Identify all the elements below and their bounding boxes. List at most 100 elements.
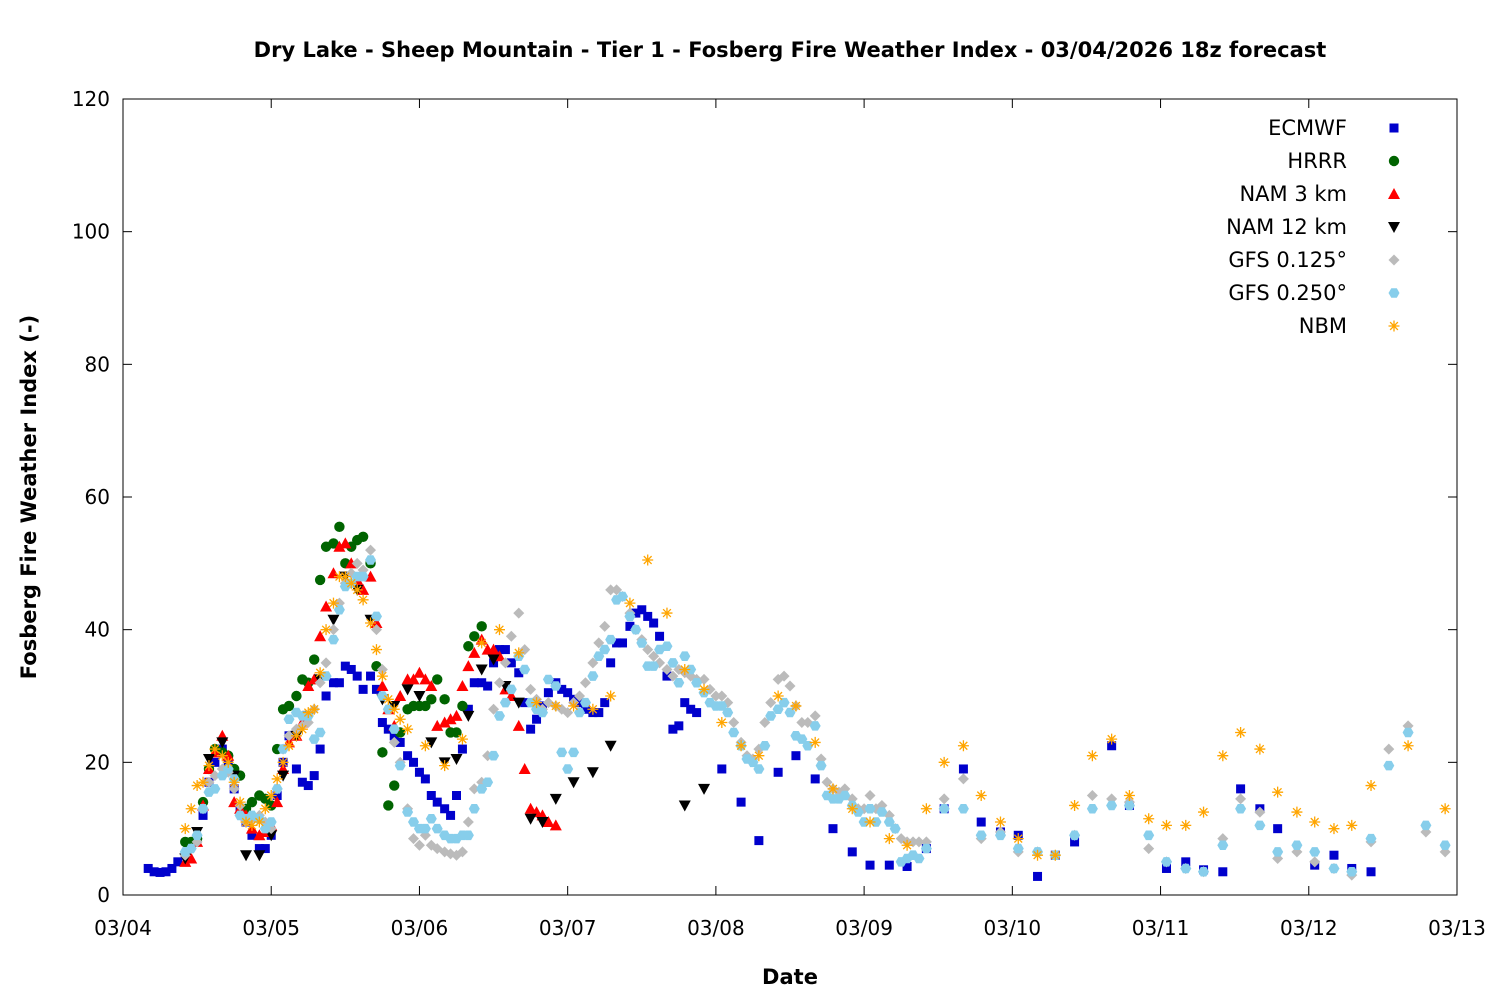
data-point: [662, 671, 672, 681]
y-tick-label: 120: [72, 87, 110, 111]
data-point: [847, 847, 857, 857]
data-point: [1161, 857, 1172, 867]
data-point: [487, 654, 500, 666]
data-point: [395, 737, 405, 747]
data-point: [1365, 780, 1377, 792]
y-tick-label: 20: [85, 750, 110, 774]
data-point: [612, 638, 622, 648]
data-point: [468, 783, 480, 795]
data-point: [605, 634, 617, 645]
legend-label: NBM: [1299, 314, 1347, 338]
data-point: [631, 608, 641, 618]
data-point: [599, 620, 611, 632]
data-point: [1309, 816, 1321, 828]
data-point: [1346, 867, 1358, 877]
data-point: [277, 756, 289, 768]
data-point: [736, 797, 746, 807]
data-point: [519, 664, 531, 675]
data-point: [494, 711, 505, 721]
data-point: [296, 723, 308, 735]
data-point: [938, 756, 950, 768]
data-point: [314, 630, 327, 642]
y-axis-label: Fosberg Fire Weather Index (-): [17, 315, 41, 679]
y-tick-label: 100: [72, 220, 110, 244]
data-marks: [143, 521, 1451, 881]
data-point: [462, 816, 474, 828]
legend-label: ECMWF: [1268, 116, 1347, 140]
data-point: [320, 624, 332, 636]
data-point: [494, 645, 504, 655]
data-point: [439, 760, 451, 772]
data-point: [173, 857, 183, 867]
data-point: [351, 557, 363, 569]
data-point: [333, 571, 345, 583]
data-point: [334, 678, 344, 688]
x-tick-label: 03/06: [391, 916, 449, 940]
data-point: [487, 643, 500, 655]
data-point: [388, 736, 400, 748]
data-point: [401, 684, 414, 696]
data-point: [537, 707, 548, 718]
data-point: [1033, 871, 1043, 881]
data-point: [365, 544, 377, 556]
data-point: [514, 668, 524, 678]
data-point: [852, 807, 864, 817]
data-point: [376, 663, 388, 675]
data-point: [420, 700, 431, 712]
x-tick-label: 03/04: [94, 916, 152, 940]
data-point: [357, 571, 369, 582]
data-point: [1346, 819, 1358, 831]
data-point: [536, 817, 549, 829]
data-point: [291, 764, 301, 774]
data-point: [594, 708, 604, 718]
data-point: [302, 680, 315, 692]
data-point: [209, 770, 221, 782]
data-point: [957, 773, 969, 785]
data-point: [432, 797, 442, 807]
data-point: [563, 688, 573, 698]
data-point: [698, 783, 711, 795]
data-point: [938, 804, 950, 814]
data-point: [283, 730, 295, 742]
data-point: [1235, 804, 1247, 814]
data-point: [440, 804, 450, 814]
data-point: [463, 704, 473, 714]
data-point: [414, 767, 424, 777]
data-point: [314, 667, 326, 679]
data-point: [1107, 741, 1117, 751]
data-point: [913, 836, 925, 848]
data-point: [1365, 833, 1377, 844]
plot-frame: [122, 98, 1458, 896]
data-point: [1402, 727, 1414, 738]
data-point: [624, 597, 636, 609]
data-point: [149, 867, 159, 877]
data-point: [1180, 863, 1192, 874]
legend: ECMWF HRRR NAM 3 km NAM 12 km GFS 0.125° GFS …: [1226, 116, 1400, 338]
data-point: [520, 698, 530, 708]
data-point: [1012, 833, 1024, 845]
data-point: [524, 813, 537, 825]
data-point: [550, 700, 562, 712]
data-point: [524, 802, 537, 814]
data-point: [272, 791, 282, 800]
data-point: [531, 697, 543, 709]
data-point: [791, 751, 801, 761]
data-point: [593, 651, 605, 661]
data-point: [505, 684, 517, 695]
data-point: [452, 791, 461, 800]
data-point: [815, 760, 827, 771]
data-point: [587, 703, 599, 715]
data-point: [309, 771, 319, 781]
data-point: [513, 607, 525, 619]
data-point: [358, 684, 368, 694]
data-point: [469, 678, 479, 688]
data-point: [691, 678, 703, 688]
data-point: [1328, 863, 1340, 874]
data-point: [1402, 740, 1414, 752]
data-point: [308, 703, 320, 715]
data-point: [1106, 800, 1118, 811]
data-point: [320, 671, 332, 681]
data-point: [1181, 857, 1191, 867]
data-point: [550, 681, 562, 691]
data-point: [483, 681, 493, 691]
